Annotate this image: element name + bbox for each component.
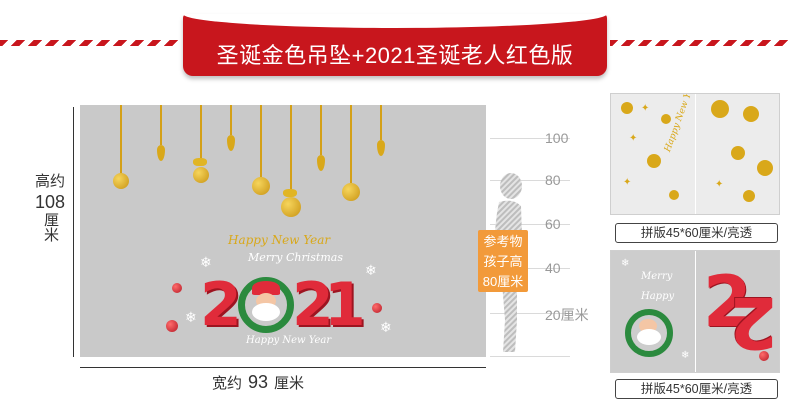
snowflake-icon: ❄	[200, 254, 212, 270]
santa-wreath	[238, 277, 294, 333]
banner-stripe-right	[610, 40, 790, 46]
scale-mark-80: 80	[545, 172, 561, 188]
child-tag-line-2: 孩子高	[483, 254, 523, 269]
width-unit: 厘米	[274, 375, 305, 392]
thumbnail-red-sheet[interactable]: Merry Happy 2 2 ❄ ❄	[610, 250, 780, 373]
year-digit: 1	[324, 270, 366, 340]
red-ornament	[372, 303, 382, 313]
gold-ornament	[193, 167, 209, 183]
gold-ornament	[113, 173, 129, 189]
gold-ornament	[731, 146, 745, 160]
scale-line-60	[490, 224, 570, 225]
banner-stripe-left	[0, 40, 180, 46]
title-banner: 圣诞金色吊坠+2021圣诞老人红色版	[183, 14, 607, 76]
gold-ornament	[711, 100, 729, 118]
gold-bow	[283, 189, 297, 197]
height-prefix: 高约	[34, 173, 65, 190]
snowflake-icon: ❄	[380, 319, 392, 335]
scale-mark-20: 20厘米	[545, 307, 589, 323]
star-icon: ✦	[623, 177, 632, 188]
year-digit: 2	[292, 270, 334, 340]
scale-mark-100: 100	[545, 130, 569, 146]
gold-ornament	[621, 102, 633, 114]
snowflake-icon: ❄	[621, 258, 630, 269]
pendant-string	[260, 105, 262, 177]
pendant-string	[120, 105, 122, 175]
santa-wreath	[625, 309, 673, 357]
height-label: 高约 108 厘米	[32, 172, 68, 242]
year-digit: 2	[703, 261, 752, 343]
santa-beard	[637, 329, 661, 345]
sheet-divider	[695, 251, 696, 372]
pendant-string	[320, 105, 322, 155]
pendant-string	[200, 105, 202, 160]
red-ornament	[172, 283, 182, 293]
gold-drop	[227, 135, 235, 151]
star-icon: ✦	[629, 133, 638, 144]
gold-drop	[377, 140, 385, 156]
snowflake-icon: ❄	[681, 350, 690, 361]
star-icon: ✦	[715, 179, 724, 190]
child-tag-line-1: 参考物	[483, 234, 523, 249]
snowflake-icon: ❄	[185, 309, 197, 325]
sticker-preview: Happy New Year Merry Christmas ❄ ❄ ❄ ❄ 2…	[80, 105, 486, 357]
scale-line-0	[490, 356, 570, 357]
santa-beard	[252, 303, 280, 321]
year-digit: 2	[729, 281, 778, 363]
width-guide-line	[80, 367, 486, 368]
gold-ornament	[342, 183, 360, 201]
gold-ornament	[252, 177, 270, 195]
red-ornament	[166, 320, 178, 332]
gold-bow	[193, 158, 207, 166]
pendant-string	[160, 105, 162, 145]
scale-mark-60: 60	[545, 216, 561, 232]
sheet-divider	[695, 94, 696, 214]
pendant-string	[380, 105, 382, 140]
thumbnail-gold-sheet[interactable]: ✦ ✦ ✦ Happy New Year ✦	[610, 93, 780, 215]
gold-drop	[157, 145, 165, 161]
thumb-b-text: Happy	[641, 291, 675, 302]
gold-ornament	[281, 197, 301, 217]
merry-christmas-text: Merry Christmas	[248, 251, 343, 264]
height-value: 108	[34, 192, 66, 212]
scale-line-20	[490, 313, 570, 314]
star-icon: ✦	[641, 103, 650, 114]
year-digit: 2	[200, 270, 242, 340]
gold-drop	[317, 155, 325, 171]
height-unit: 厘米	[42, 212, 59, 242]
width-prefix: 宽约	[212, 375, 243, 392]
width-label: 宽约 93 厘米	[212, 372, 304, 393]
red-ornament	[759, 351, 769, 361]
happy-new-year-bottom-text: Happy New Year	[246, 335, 332, 346]
child-tag-line-3: 80厘米	[482, 274, 524, 289]
banner-snow-cap	[183, 14, 607, 28]
pendant-string	[230, 105, 232, 135]
snowflake-icon: ❄	[365, 262, 377, 278]
gold-ornament	[661, 114, 671, 124]
gold-ornament	[669, 190, 679, 200]
scale-mark-40: 40	[545, 260, 561, 276]
child-reference-tag: 参考物 孩子高 80厘米	[478, 230, 528, 292]
scale-line-80	[490, 180, 570, 181]
thumb-b-text: Merry	[641, 271, 673, 282]
gold-ornament	[743, 106, 759, 122]
gold-ornament	[743, 190, 755, 202]
scale-line-40	[490, 268, 570, 269]
gold-ornament	[757, 160, 773, 176]
happy-new-year-gold-text: Happy New Year	[228, 233, 331, 247]
thumbnail-caption: 拼版45*60厘米/亮透	[615, 223, 778, 243]
pendant-string	[350, 105, 352, 183]
height-guide-line	[73, 107, 74, 357]
gold-ornament	[647, 154, 661, 168]
scale-line-100	[490, 138, 570, 139]
pendant-string	[290, 105, 292, 190]
width-value: 93	[248, 372, 269, 392]
banner-title: 圣诞金色吊坠+2021圣诞老人红色版	[216, 43, 574, 68]
thumbnail-caption: 拼版45*60厘米/亮透	[615, 379, 778, 399]
santa-hat	[252, 281, 280, 295]
